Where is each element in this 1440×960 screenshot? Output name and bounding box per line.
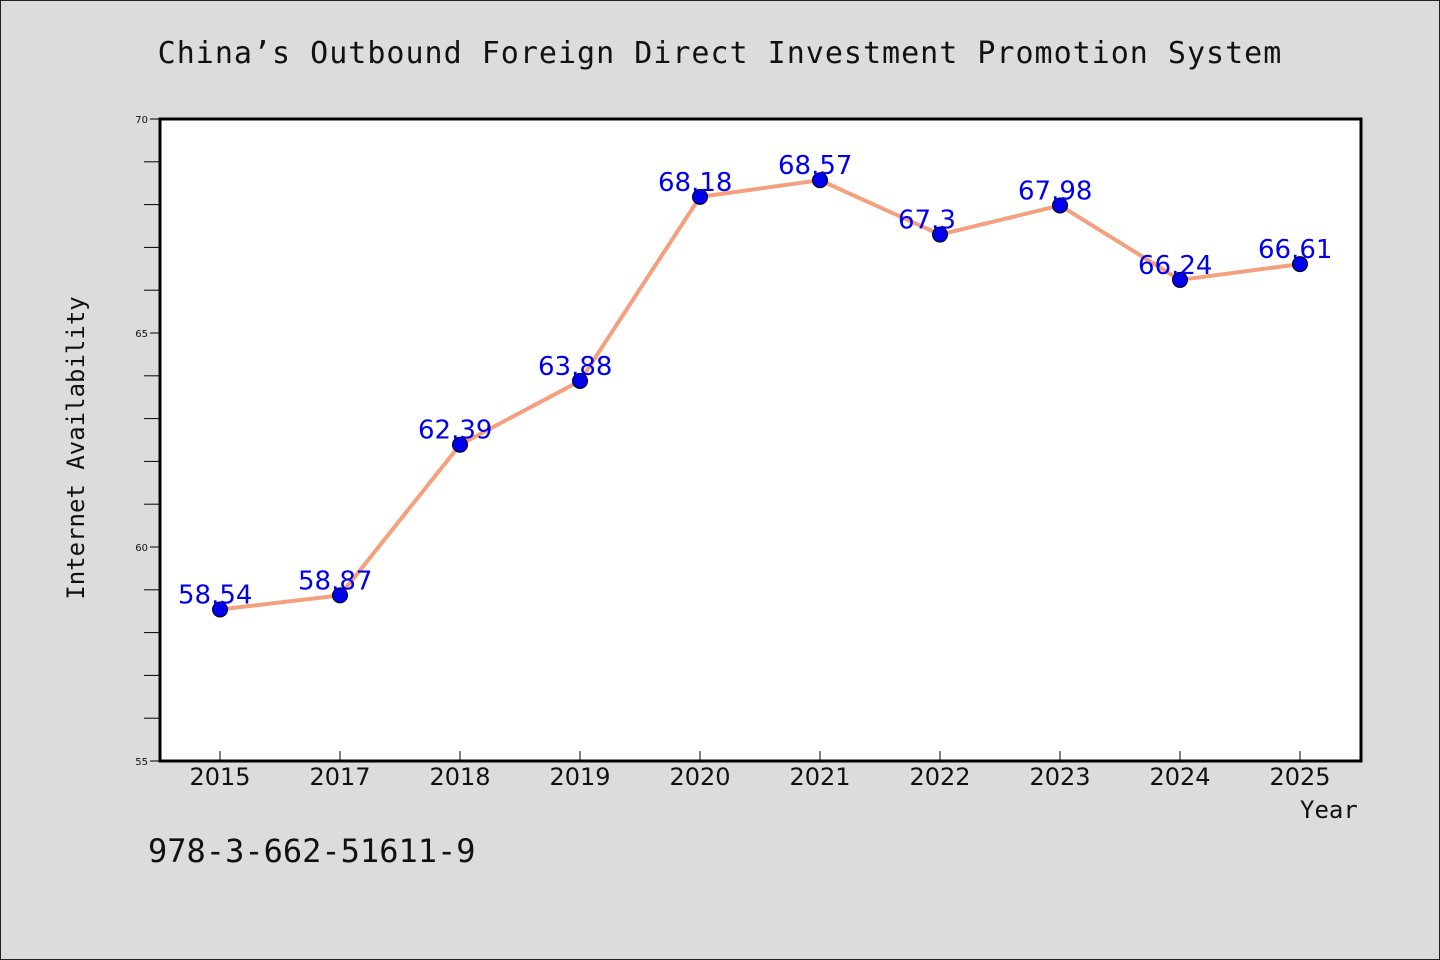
isbn-note: 978-3-662-51611-9 xyxy=(148,832,476,870)
data-label: 68.18 xyxy=(658,168,732,198)
x-tick-label: 2018 xyxy=(429,763,490,791)
data-label: 67.3 xyxy=(898,206,956,236)
x-tick-label: 2021 xyxy=(789,763,850,791)
series-line xyxy=(219,178,1301,612)
data-label: 63.88 xyxy=(538,352,612,382)
data-label: 68.57 xyxy=(778,151,852,181)
y-tick-label: 60 xyxy=(135,543,148,554)
x-tick-label: 2022 xyxy=(909,763,970,791)
data-label: 62.39 xyxy=(418,416,492,446)
y-tick-label: 55 xyxy=(135,757,148,768)
data-point xyxy=(212,601,228,618)
data-point xyxy=(572,372,588,389)
data-point xyxy=(1172,271,1188,288)
data-label: 67.98 xyxy=(1018,176,1092,206)
data-point xyxy=(452,436,468,453)
x-tick-label: 2019 xyxy=(549,763,610,791)
data-point xyxy=(332,587,348,604)
x-tick-label: 2015 xyxy=(189,763,250,791)
data-point xyxy=(812,172,828,189)
plot-area xyxy=(158,117,1363,763)
data-point xyxy=(1052,197,1068,214)
data-label: 58.87 xyxy=(298,566,372,596)
data-point xyxy=(932,226,948,243)
x-axis-label: Year xyxy=(1300,796,1358,824)
x-tick-label: 2020 xyxy=(669,763,730,791)
x-tick-label: 2017 xyxy=(309,763,370,791)
data-label: 66.24 xyxy=(1138,251,1212,281)
data-label: 58.54 xyxy=(178,580,252,610)
data-point xyxy=(1292,256,1308,273)
data-point xyxy=(692,188,708,205)
x-tick-label: 2024 xyxy=(1149,763,1210,791)
x-tick-label: 2023 xyxy=(1029,763,1090,791)
x-tick-label: 2025 xyxy=(1269,763,1330,791)
y-tick-label: 70 xyxy=(135,115,148,126)
data-label: 66.61 xyxy=(1258,235,1332,265)
chart-title: China’s Outbound Foreign Direct Investme… xyxy=(157,36,1283,71)
y-tick-label: 65 xyxy=(135,329,148,340)
